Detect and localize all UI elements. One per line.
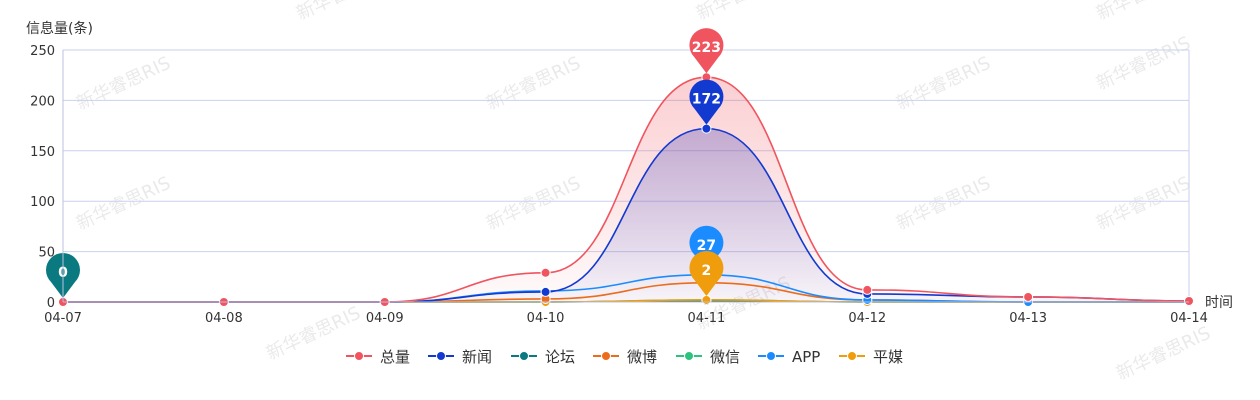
legend-label: 平媒: [873, 348, 903, 366]
y-tick-label: 100: [30, 195, 55, 210]
watermark-text: 新华睿思RIS: [483, 173, 584, 235]
legend-item[interactable]: 平媒: [839, 348, 903, 366]
legend-swatch-dot: [519, 351, 529, 361]
legend-label: APP: [792, 348, 820, 366]
legend-label: 论坛: [545, 348, 575, 366]
data-point[interactable]: [540, 286, 551, 297]
x-tick-label: 04-11: [688, 311, 726, 326]
y-tick-label: 150: [30, 145, 55, 160]
pin-value: 27: [697, 238, 716, 254]
legend-swatch-dot: [436, 351, 446, 361]
x-tick-label: 04-10: [527, 311, 565, 326]
watermark-text: 新华睿思RIS: [1093, 173, 1194, 235]
watermark-text: 新华睿思RIS: [693, 0, 794, 25]
legend-swatch-dot: [847, 351, 857, 361]
legend-swatch-dot: [601, 351, 611, 361]
data-point[interactable]: [862, 284, 873, 295]
watermark-text: 新华睿思RIS: [893, 173, 994, 235]
axes: 0 50 100 150 200 250 04-07 04-08 04-09 04-10 04-11…: [26, 20, 1233, 326]
watermark-text: 新华睿思RIS: [73, 173, 174, 235]
legend-label: 微信: [710, 348, 740, 366]
legend-swatch-dot: [684, 351, 694, 361]
legend-item[interactable]: 总量: [346, 348, 410, 366]
data-point[interactable]: [1023, 291, 1034, 302]
value-pin: 2: [689, 250, 724, 296]
pin-value: 223: [692, 40, 721, 56]
pin-value: 172: [692, 92, 721, 108]
watermark-text: 新华睿思RIS: [1113, 323, 1214, 385]
watermark-text: 新华睿思RIS: [73, 53, 174, 115]
watermark-text: 新华睿思RIS: [1093, 33, 1194, 95]
legend: 总量 新闻 论坛 微博 微信 APP 平媒: [346, 348, 903, 366]
x-tick-label: 04-13: [1009, 311, 1047, 326]
x-tick-label: 04-08: [205, 311, 243, 326]
legend-label: 总量: [380, 348, 410, 366]
value-pin: 172: [689, 79, 724, 125]
watermark-text: 新华睿思RIS: [1093, 0, 1194, 25]
value-pin: 223: [689, 28, 724, 74]
data-point[interactable]: [701, 123, 712, 134]
x-tick-label: 04-09: [366, 311, 404, 326]
legend-item[interactable]: 微博: [593, 348, 657, 366]
x-tick-label: 04-12: [848, 311, 886, 326]
data-point[interactable]: [701, 294, 712, 305]
legend-label: 新闻: [462, 348, 492, 366]
legend-item[interactable]: 微信: [676, 348, 740, 366]
x-tick-label: 04-07: [44, 311, 82, 326]
pin-value: 2: [702, 263, 712, 279]
y-tick-label: 0: [47, 296, 55, 311]
series-area: [63, 77, 1189, 302]
y-tick-label: 200: [30, 94, 55, 109]
x-tick-label: 04-14: [1170, 311, 1208, 326]
value-pin: 27: [689, 225, 724, 271]
watermark-text: 新华睿思RIS: [893, 53, 994, 115]
series-areas: [63, 77, 1189, 302]
y-tick-label: 50: [38, 246, 55, 261]
y-axis-title: 信息量(条): [26, 20, 93, 37]
x-axis-title: 时间: [1205, 295, 1233, 311]
legend-item[interactable]: APP: [758, 348, 820, 366]
legend-swatch-dot: [354, 351, 364, 361]
legend-item[interactable]: 论坛: [511, 348, 575, 366]
y-tick-label: 250: [30, 44, 55, 59]
legend-swatch-dot: [766, 351, 776, 361]
watermark-text: 新华睿思RIS: [483, 53, 584, 115]
legend-label: 微博: [627, 348, 657, 366]
legend-item[interactable]: 新闻: [428, 348, 492, 366]
watermark-text: 新华睿思RIS: [293, 0, 394, 25]
data-point[interactable]: [1184, 295, 1194, 306]
data-point[interactable]: [540, 267, 551, 278]
